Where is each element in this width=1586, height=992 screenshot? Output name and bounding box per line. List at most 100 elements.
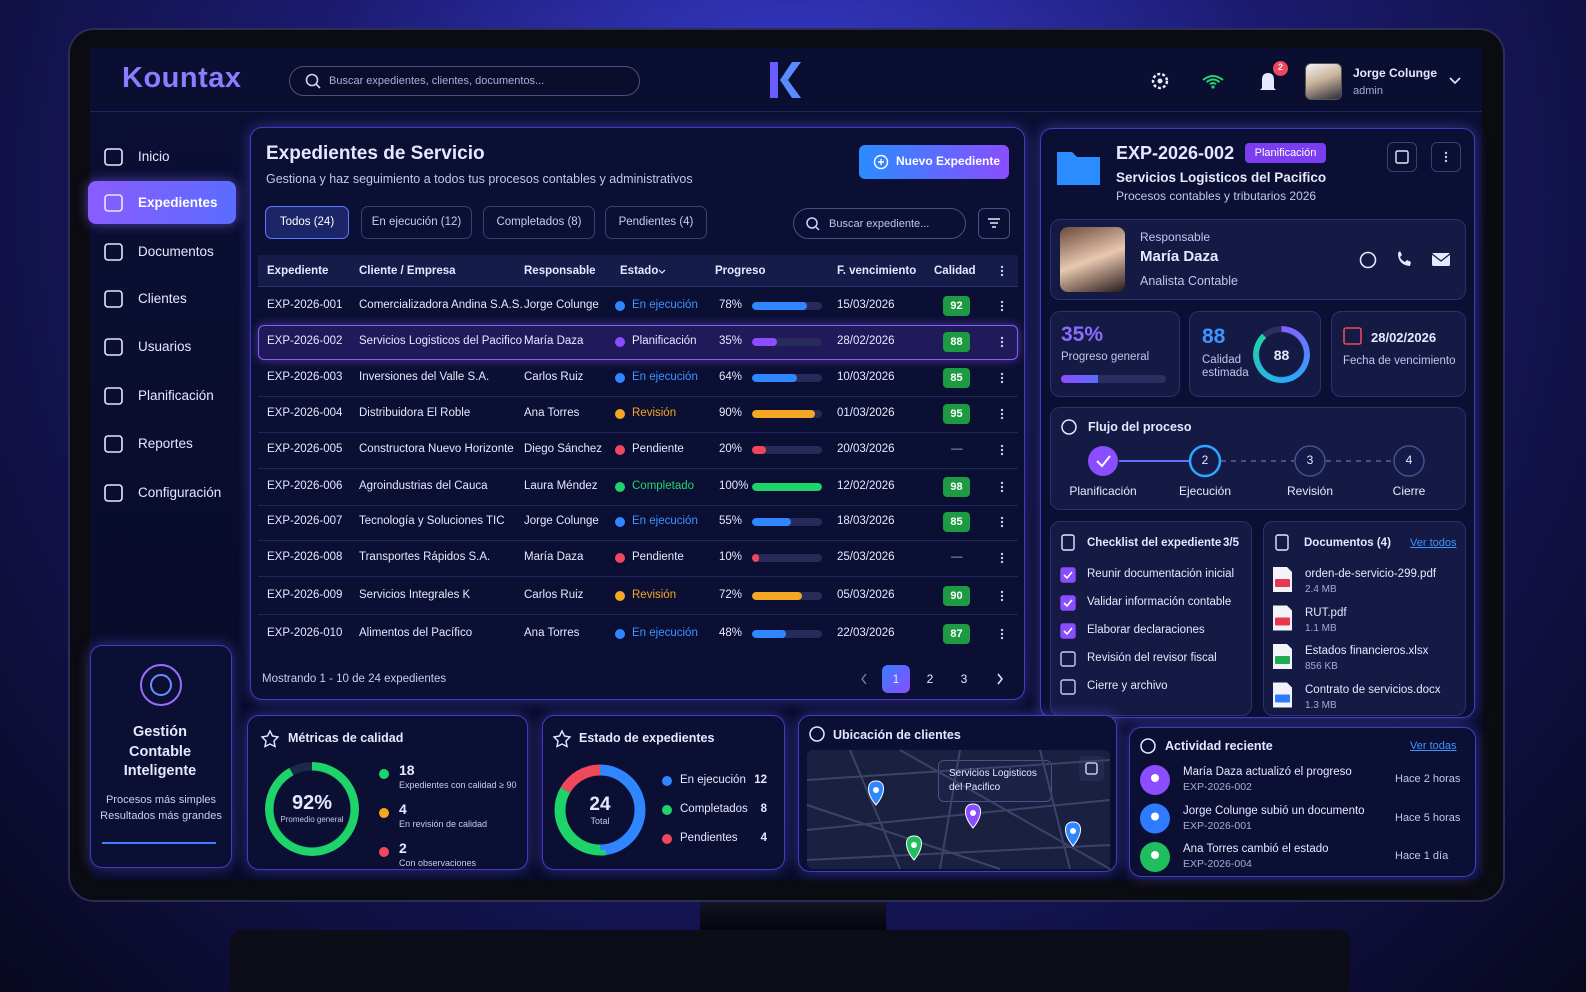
activity-link[interactable]: Ver todas bbox=[1410, 740, 1457, 752]
page-button[interactable] bbox=[882, 665, 910, 693]
search-icon bbox=[305, 73, 319, 87]
file-type bbox=[1275, 617, 1290, 626]
row-menu-icon bbox=[1000, 594, 1004, 598]
filter-tab-label[interactable]: Pendientes (4) bbox=[618, 216, 694, 228]
cell-id[interactable]: EXP-2026-002 bbox=[267, 335, 343, 347]
documents-link[interactable]: Ver todos bbox=[1410, 537, 1457, 549]
filter-tab-label[interactable]: Completados (8) bbox=[496, 216, 582, 228]
filter-tab[interactable] bbox=[483, 206, 595, 239]
cell-owner: Carlos Ruiz bbox=[524, 589, 584, 601]
status-dot bbox=[615, 517, 625, 527]
checklist-item[interactable]: Revisión del revisor fiscal bbox=[1087, 652, 1217, 664]
global-search[interactable] bbox=[289, 66, 640, 96]
page-number[interactable]: 3 bbox=[960, 672, 968, 686]
table-footer: Mostrando 1 - 10 de 24 expedientes bbox=[262, 673, 447, 685]
sidebar-item[interactable]: Configuración bbox=[138, 485, 222, 500]
document-name[interactable]: Estados financieros.xlsx bbox=[1305, 645, 1429, 657]
filter-tab-label[interactable]: En ejecución (12) bbox=[371, 216, 462, 228]
sidebar-item[interactable]: Expedientes bbox=[138, 195, 218, 210]
filter-tab[interactable] bbox=[361, 206, 472, 239]
row-menu-icon bbox=[1000, 340, 1004, 344]
document-size: 2.4 MB bbox=[1305, 584, 1337, 595]
promo-card bbox=[90, 645, 232, 868]
row-menu-icon bbox=[1000, 628, 1004, 632]
legend-label: En ejecución bbox=[680, 774, 746, 786]
detail-progress-caption: Progreso general bbox=[1061, 351, 1150, 363]
map-road bbox=[806, 759, 1111, 781]
status-dot bbox=[615, 445, 625, 455]
user-menu-chevron bbox=[1449, 77, 1461, 85]
progress-track bbox=[752, 338, 822, 346]
cell-id[interactable]: EXP-2026-008 bbox=[267, 551, 343, 563]
checkbox bbox=[1060, 651, 1076, 667]
cell-progress: 90% bbox=[719, 407, 743, 419]
settings-icon bbox=[1157, 78, 1163, 84]
document-name[interactable]: orden-de-servicio-299.pdf bbox=[1305, 568, 1437, 580]
cell-id[interactable]: EXP-2026-001 bbox=[267, 299, 343, 311]
cell-id[interactable]: EXP-2026-007 bbox=[267, 515, 343, 527]
filter-button[interactable] bbox=[978, 208, 1010, 239]
responsible-photo bbox=[1060, 227, 1125, 292]
checklist-item[interactable]: Validar información contable bbox=[1087, 596, 1232, 608]
user-name: Jorge Colunge bbox=[1353, 66, 1438, 80]
activity-ref: EXP-2026-001 bbox=[1183, 819, 1252, 832]
main-title: Expedientes de Servicio bbox=[266, 143, 485, 164]
sidebar-item[interactable]: Planificación bbox=[138, 388, 214, 403]
page-number[interactable]: 2 bbox=[926, 672, 934, 686]
column-header: Expediente bbox=[267, 265, 329, 277]
checklist-item[interactable]: Cierre y archivo bbox=[1087, 680, 1168, 692]
status-dot bbox=[615, 629, 625, 639]
cell-id[interactable]: EXP-2026-004 bbox=[267, 407, 343, 419]
column-header: Estado bbox=[620, 265, 659, 277]
user-role: admin bbox=[1353, 85, 1383, 97]
status-total-caption: Total bbox=[590, 816, 610, 826]
main-subtitle: Gestiona y haz seguimiento a todos tus p… bbox=[266, 172, 693, 186]
status-dot bbox=[615, 482, 625, 492]
documents-icon bbox=[1275, 534, 1289, 551]
sidebar-item[interactable]: Usuarios bbox=[138, 339, 192, 354]
checklist-count: 3/5 bbox=[1223, 537, 1239, 549]
document-size: 856 KB bbox=[1305, 661, 1338, 672]
page-number[interactable]: 1 bbox=[892, 672, 900, 686]
notification-count: 2 bbox=[1277, 62, 1283, 72]
map-tooltip-text: Servicios Logisticos del Pacifico bbox=[949, 768, 1037, 793]
document-name[interactable]: Contrato de servicios.docx bbox=[1305, 683, 1441, 696]
document-name[interactable]: RUT.pdf bbox=[1305, 606, 1347, 619]
flow-step bbox=[1294, 445, 1326, 477]
cell-due: 15/03/2026 bbox=[837, 299, 895, 311]
metric-value: 18 bbox=[399, 762, 415, 778]
cell-id[interactable]: EXP-2026-009 bbox=[267, 589, 343, 601]
quality-ring bbox=[1253, 326, 1310, 383]
cell-id[interactable]: EXP-2026-006 bbox=[267, 480, 343, 492]
row-menu-icon bbox=[1000, 372, 1004, 376]
progress-bar bbox=[752, 483, 822, 491]
cell-due: 20/03/2026 bbox=[837, 443, 895, 455]
filter-tab[interactable] bbox=[265, 206, 349, 239]
detail-quality-value: 88 bbox=[1202, 325, 1226, 348]
cell-id[interactable]: EXP-2026-010 bbox=[267, 627, 343, 639]
cell-client: Constructora Nuevo Horizonte bbox=[359, 443, 514, 455]
cell-status: En ejecución bbox=[632, 371, 698, 383]
sidebar-item[interactable]: Documentos bbox=[138, 244, 214, 259]
filter-tab-label[interactable]: Todos (24) bbox=[279, 216, 335, 228]
more-button[interactable] bbox=[1431, 142, 1461, 172]
activity-text: Ana Torres cambió el estado bbox=[1183, 843, 1329, 855]
table-search[interactable] bbox=[793, 208, 966, 239]
row-menu-icon bbox=[1000, 520, 1004, 524]
user-avatar[interactable] bbox=[1305, 63, 1342, 100]
edit-button[interactable] bbox=[1387, 142, 1417, 172]
checklist-item[interactable]: Reunir documentación inicial bbox=[1087, 568, 1235, 580]
cell-status: Pendiente bbox=[632, 551, 684, 563]
cell-progress: 64% bbox=[719, 371, 743, 383]
activity-icon-glyph bbox=[1151, 812, 1159, 821]
cell-id[interactable]: EXP-2026-003 bbox=[267, 371, 343, 383]
sidebar-item[interactable]: Inicio bbox=[138, 149, 170, 164]
row-menu-icon bbox=[1000, 598, 1004, 602]
filter-tab[interactable] bbox=[605, 206, 707, 239]
checklist-item[interactable]: Elaborar declaraciones bbox=[1087, 624, 1205, 636]
checkbox-check bbox=[1063, 571, 1073, 580]
cell-id[interactable]: EXP-2026-005 bbox=[267, 443, 343, 455]
sidebar-item[interactable]: Reportes bbox=[138, 436, 193, 451]
sidebar-item[interactable]: Clientes bbox=[138, 291, 187, 306]
map-road bbox=[899, 749, 1111, 870]
